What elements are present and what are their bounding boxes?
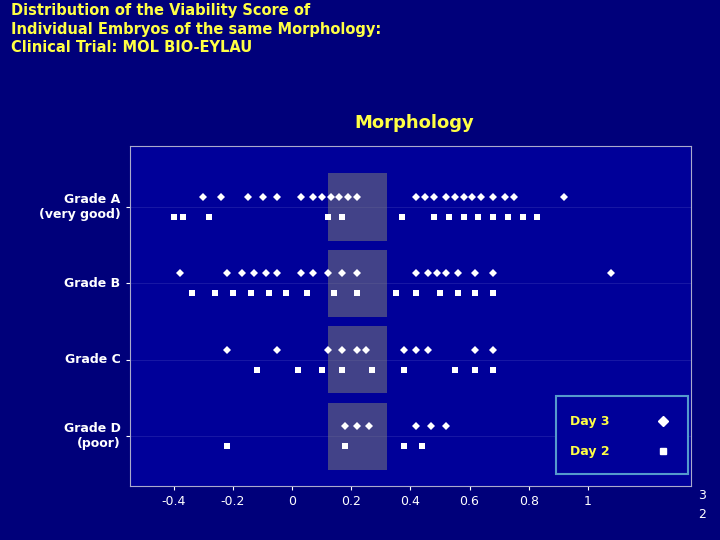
Text: Individual Embryos of the same Morphology:: Individual Embryos of the same Morpholog…: [11, 22, 381, 37]
Text: 3: 3: [698, 489, 706, 502]
Text: Day 3: Day 3: [570, 415, 610, 428]
Bar: [328, 250, 387, 317]
Text: 2: 2: [698, 508, 706, 521]
Text: Day 2: Day 2: [570, 445, 610, 458]
FancyBboxPatch shape: [557, 396, 688, 474]
Text: Morphology: Morphology: [354, 114, 474, 132]
Text: Distribution of the Viability Score of: Distribution of the Viability Score of: [11, 3, 310, 18]
Bar: [328, 326, 387, 394]
Bar: [328, 173, 387, 241]
Bar: [328, 403, 387, 470]
Text: Clinical Trial: MOL BIO-EYLAU: Clinical Trial: MOL BIO-EYLAU: [11, 40, 252, 56]
